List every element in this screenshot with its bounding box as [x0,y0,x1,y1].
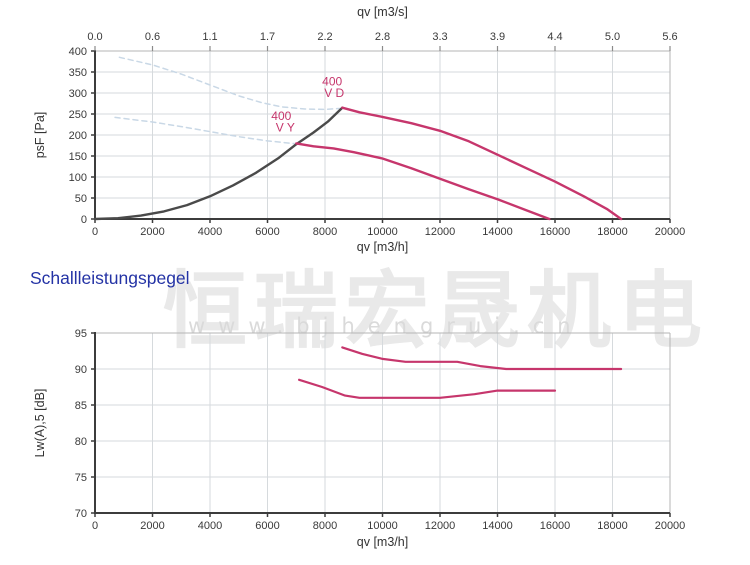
x-tick-label: 20000 [655,226,686,238]
y-tick-label: 200 [69,130,87,142]
series-noise-400-V-Y [298,378,557,399]
x-tick-label: 14000 [482,520,513,532]
y-tick-label: 350 [69,67,87,79]
x-tick-label: 6000 [255,226,279,238]
x-tick-label: 14000 [482,226,513,238]
y-tick-label: 400 [69,46,87,58]
x-tick-label: 16000 [540,226,571,238]
x-tick-label: 8000 [313,520,337,532]
y-axis-title: psF [Pa] [33,112,47,159]
x-tick-label: 8000 [313,226,337,238]
performance-chart: 0 2000 4000 6000 8000 10000 12000 14000 16000 180… [33,5,685,254]
series-400-V-D [341,106,623,221]
curve-label: V Y [276,121,295,135]
y-tick-label: 250 [69,109,87,121]
x-tick-label: 0 [92,226,98,238]
x-tick-label: 12000 [425,226,456,238]
top-tick-label: 1.7 [260,31,275,43]
x-axis-title: qv [m3/h] [357,240,408,254]
top-tick-label: 5.6 [662,31,677,43]
x-tick-label: 16000 [540,520,571,532]
y-tick-label: 85 [75,400,87,412]
y-tick-label: 70 [75,508,87,520]
x-tick-label: 2000 [140,520,164,532]
series-400-V-Y [295,142,551,221]
x-tick-label: 2000 [140,226,164,238]
x-axis-title: qv [m3/h] [357,535,408,549]
y-tick-label: 75 [75,472,87,484]
x-tick-label: 10000 [367,226,398,238]
series-system-curve [93,106,344,221]
x-tick-label: 18000 [597,520,628,532]
y-tick-label: 100 [69,172,87,184]
x-tick-label: 4000 [198,226,222,238]
top-tick-label: 0.6 [145,31,160,43]
x-tick-label: 12000 [425,520,456,532]
y-tick-label: 150 [69,151,87,163]
x-tick-label: 10000 [367,520,398,532]
y-axis-title: Lw(A),5 [dB] [33,389,47,458]
y-tick-label: 80 [75,436,87,448]
series-noise-400-V-D [341,346,623,371]
top-tick-label: 0.0 [87,31,102,43]
top-tick-label: 5.0 [605,31,620,43]
series-fan-curve-D-unstable-dashed [118,56,341,111]
curve-label: 400 [322,74,342,88]
top-tick-label: 3.3 [432,31,447,43]
y-tick-label: 300 [69,88,87,100]
curve-label: V D [324,86,344,100]
top-axis-title: qv [m3/s] [357,5,408,19]
y-tick-label: 0 [81,214,87,226]
top-tick-label: 3.9 [490,31,505,43]
watermark-url-text: www.bjhengrui.cn [188,314,584,338]
x-tick-label: 6000 [255,520,279,532]
section-title: Schallleistungspegel [30,268,190,288]
y-tick-label: 50 [75,193,87,205]
top-tick-label: 4.4 [547,31,562,43]
noise-chart: 0 2000 4000 6000 8000 10000 12000 14000 16000 180… [33,328,685,549]
x-tick-label: 18000 [597,226,628,238]
y-tick-label: 95 [75,328,87,340]
curve-label: 400 [271,109,291,123]
top-tick-label: 1.1 [202,31,217,43]
series-fan-curve-Y-unstable-dashed [114,116,335,150]
x-tick-label: 0 [92,520,98,532]
y-tick-label: 90 [75,364,87,376]
x-tick-label: 20000 [655,520,686,532]
top-tick-label: 2.8 [375,31,390,43]
top-tick-label: 2.2 [317,31,332,43]
x-tick-label: 4000 [198,520,222,532]
